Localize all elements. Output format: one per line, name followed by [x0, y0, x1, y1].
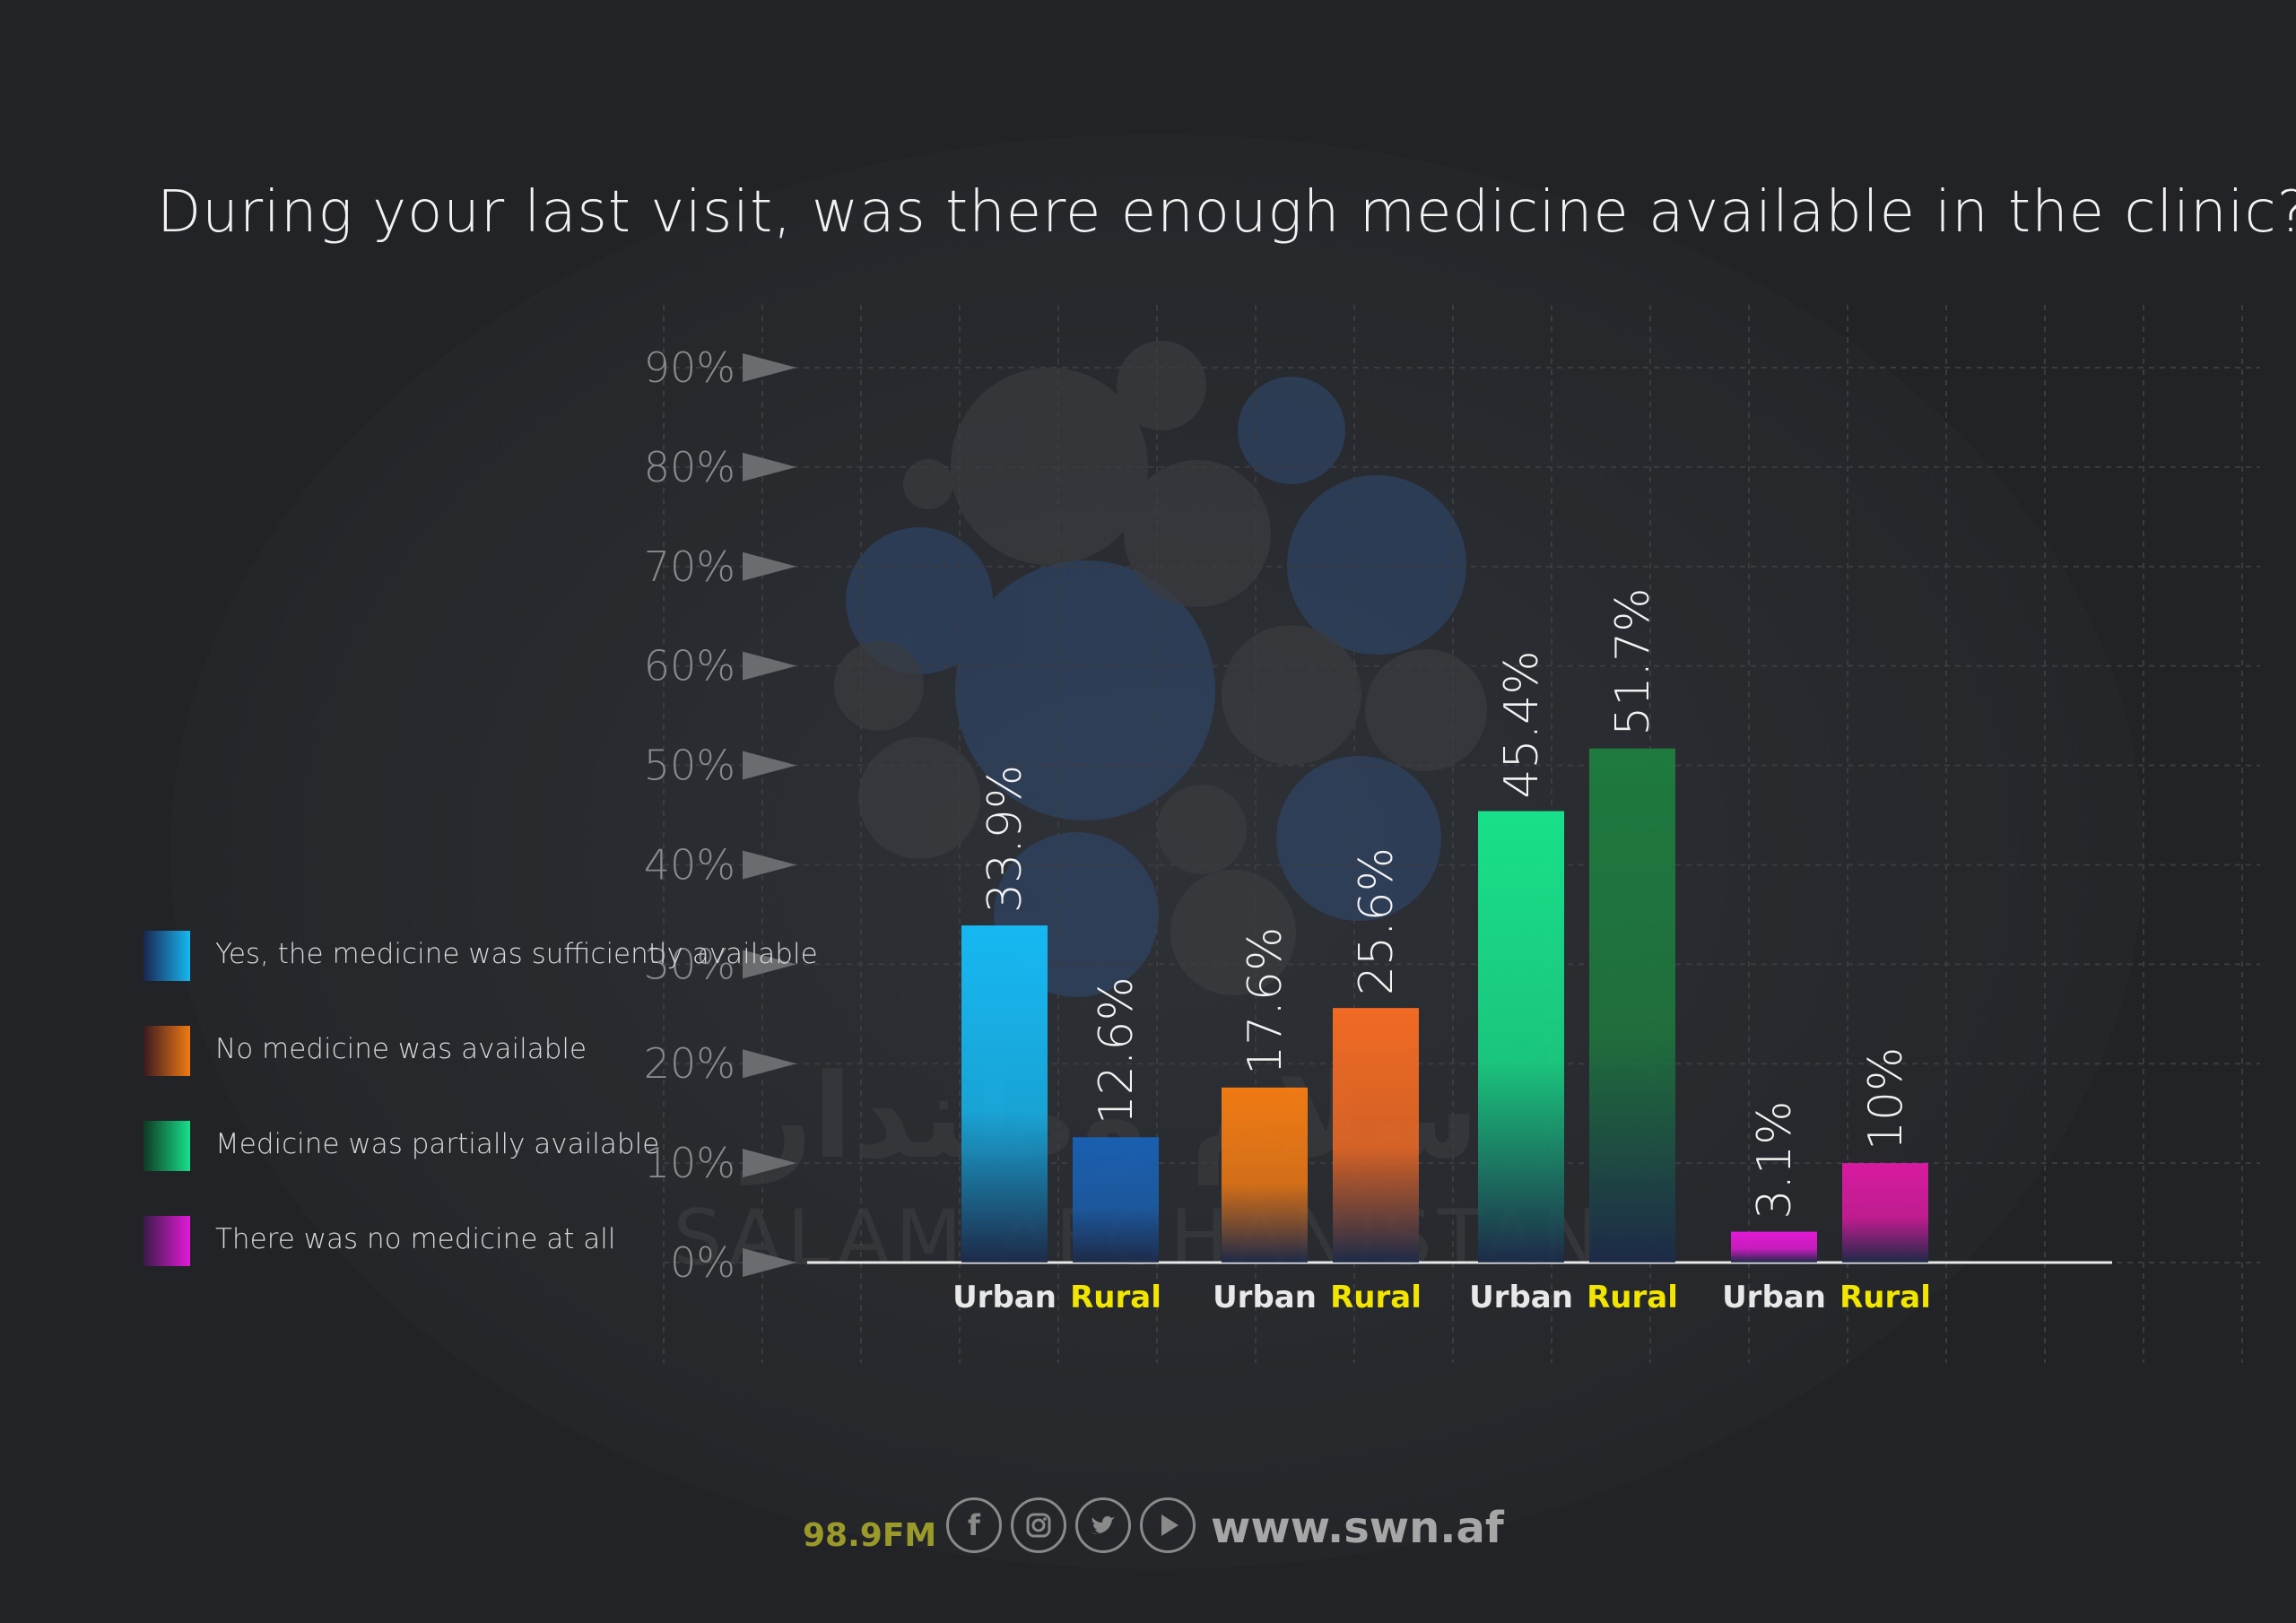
legend-label: No medicine was available: [215, 1033, 587, 1065]
legend-item-sufficient: Yes, the medicine was sufficiently avail…: [144, 931, 818, 981]
bar-value-label: 12.6%: [1090, 976, 1144, 1124]
bars: [961, 748, 1928, 1263]
tick-arrow: [743, 1149, 796, 1178]
play-icon[interactable]: [1140, 1497, 1196, 1553]
twitter-icon[interactable]: [1075, 1497, 1131, 1553]
x-category-label: Urban: [1722, 1280, 1826, 1315]
x-category-label: Urban: [1213, 1280, 1317, 1315]
tick-arrow: [743, 551, 796, 581]
legend-swatch-blue: [144, 931, 190, 981]
tick-arrow: [743, 1049, 796, 1079]
legend-label: Yes, the medicine was sufficiently avail…: [215, 938, 818, 970]
bar-urban: [1731, 1231, 1817, 1263]
x-category-label: Rural: [1587, 1280, 1678, 1315]
bar-value-label: 51.7%: [1606, 588, 1660, 736]
y-tick-label: 80%: [644, 443, 735, 491]
tick-arrow: [743, 850, 796, 880]
bar-value-label: 3.1%: [1748, 1101, 1802, 1219]
bar-urban: [1478, 811, 1564, 1263]
bar-rural: [1333, 1008, 1419, 1263]
legend-item-none-at-all: There was no medicine at all: [144, 1216, 771, 1266]
x-category-label: Rural: [1070, 1280, 1161, 1315]
bar-rural: [1589, 748, 1675, 1263]
website-url[interactable]: www.swn.af: [1211, 1503, 1504, 1553]
x-category-label: Urban: [1469, 1280, 1573, 1315]
x-category-label: Rural: [1330, 1280, 1422, 1315]
y-tick-label: 0%: [670, 1238, 735, 1287]
bar-value-label: 25.6%: [1350, 847, 1404, 995]
legend-item-partial: Medicine was partially available: [144, 1121, 771, 1171]
bar-value-label: 17.6%: [1239, 927, 1292, 1075]
legend-swatch-orange: [144, 1026, 190, 1076]
radio-frequency: 98.9FM: [803, 1517, 937, 1554]
legend-swatch-green: [144, 1121, 190, 1171]
bar-value-label: 45.4%: [1495, 650, 1549, 798]
chart-title: During your last visit, was there enough…: [157, 179, 2296, 246]
x-category-label: Rural: [1839, 1280, 1931, 1315]
bar-value-label: 33.9%: [978, 765, 1032, 913]
y-tick-label: 30%: [644, 940, 735, 988]
bar-rural: [1842, 1163, 1928, 1263]
tick-arrow: [743, 751, 796, 780]
grid: [663, 305, 2260, 1363]
tick-arrow: [743, 353, 796, 382]
y-tick-label: 70%: [644, 542, 735, 591]
legend-item-none-available: No medicine was available: [144, 1026, 771, 1076]
y-tick-label: 60%: [644, 642, 735, 690]
y-tick-label: 20%: [644, 1039, 735, 1088]
tick-arrow: [743, 651, 796, 681]
tick-arrow: [743, 950, 796, 979]
x-category-label: Urban: [952, 1280, 1057, 1315]
y-tick-label: 50%: [644, 742, 735, 790]
tick-arrow: [743, 1248, 796, 1277]
footer: 98.9FM f www.swn.af: [803, 1497, 1610, 1560]
y-tick-label: 10%: [644, 1139, 735, 1187]
bar-rural: [1073, 1137, 1159, 1263]
facebook-icon[interactable]: f: [946, 1497, 1002, 1553]
bar-value-label: 10%: [1859, 1047, 1913, 1151]
instagram-icon[interactable]: [1011, 1497, 1066, 1553]
y-tick-label: 90%: [644, 343, 735, 392]
legend-label: There was no medicine at all: [215, 1223, 616, 1255]
tick-arrow: [743, 452, 796, 482]
y-tick-label: 40%: [644, 840, 735, 889]
data-labels: 33.9% 12.6% 17.6% 25.6% 45.4% 51.7% 3.1% 10%: [978, 588, 1913, 1219]
bar-urban: [961, 925, 1048, 1263]
legend-label: Medicine was partially available: [215, 1128, 660, 1160]
legend-swatch-magenta: [144, 1216, 190, 1266]
x-axis: Urban Rural Urban Rural Urban Rural Urban Rural: [952, 1280, 1931, 1315]
bar-urban: [1222, 1087, 1308, 1263]
